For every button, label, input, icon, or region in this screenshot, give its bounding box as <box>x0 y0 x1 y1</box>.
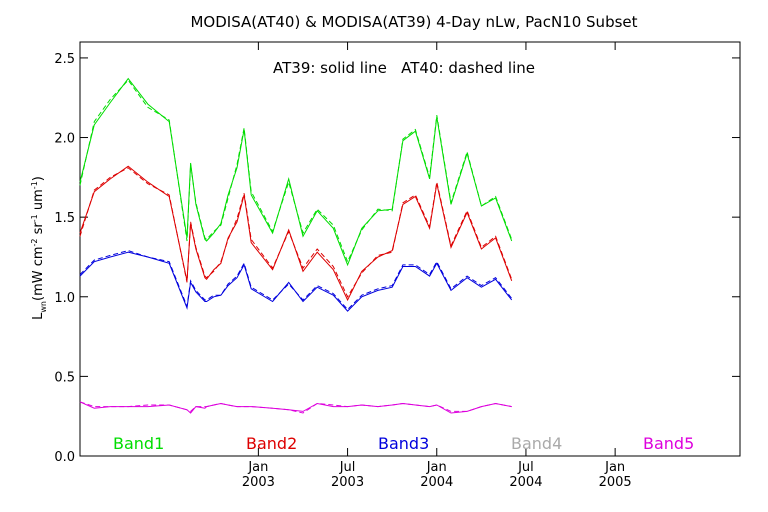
band3-solid-line <box>79 251 513 312</box>
x-tick-month: Jan <box>604 460 625 475</box>
y-tick-label: 1.0 <box>54 291 75 306</box>
plot-frame <box>79 41 741 457</box>
x-tick-year: 2003 <box>331 475 364 490</box>
band5-dashed-line <box>79 401 512 414</box>
band1-solid-line <box>79 77 513 267</box>
y-tick-label: 0.5 <box>54 370 75 385</box>
x-tick-year: 2004 <box>420 475 453 490</box>
band2-solid-line <box>79 165 513 302</box>
x-tick-year: 2005 <box>599 475 632 490</box>
x-tick-month: Jul <box>517 460 534 475</box>
legend: Band1 Band2 Band3 Band4 Band5 <box>113 434 694 453</box>
y-tick-label: 2.5 <box>54 52 75 67</box>
y-axis-label: Lwn(mW cm-2 sr-1 um-1) <box>30 176 48 320</box>
legend-band5: Band5 <box>643 434 694 453</box>
x-tick-month: Jul <box>339 460 356 475</box>
band2-dashed-line <box>79 167 513 298</box>
x-tick-month: Jan <box>247 460 268 475</box>
series-lines <box>79 77 513 414</box>
y-axis: 0.0 0.5 1.0 1.5 2.0 2.5 <box>54 52 740 465</box>
x-tick-year: 2004 <box>509 475 542 490</box>
y-tick-label: 2.0 <box>54 132 75 147</box>
legend-band1: Band1 <box>113 434 164 453</box>
x-tick-month: Jan <box>426 460 447 475</box>
line-style-annotation: AT39: solid line AT40: dashed line <box>273 59 535 77</box>
legend-band4: Band4 <box>511 434 562 453</box>
legend-band3: Band3 <box>378 434 429 453</box>
legend-band2: Band2 <box>246 434 297 453</box>
y-tick-label: 1.5 <box>54 211 75 226</box>
chart-title: MODISA(AT40) & MODISA(AT39) 4-Day nLw, P… <box>190 13 637 31</box>
x-tick-year: 2003 <box>242 475 275 490</box>
band3-dashed-line <box>79 250 513 311</box>
band1-dashed-line <box>79 79 513 263</box>
y-tick-label: 0.0 <box>54 450 75 465</box>
